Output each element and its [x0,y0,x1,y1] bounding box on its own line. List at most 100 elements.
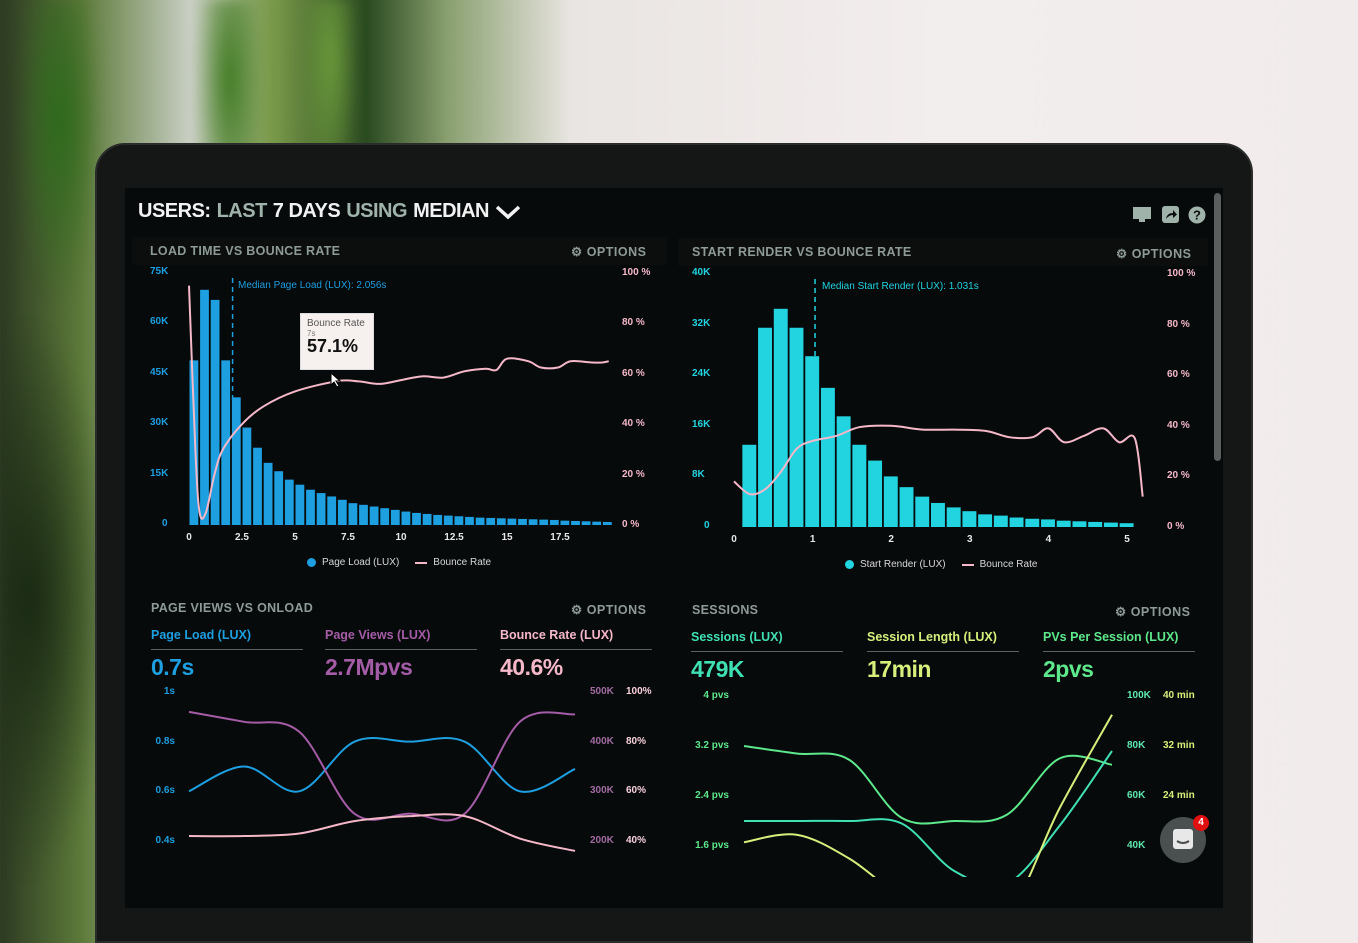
histogram-bar[interactable] [433,514,443,525]
histogram-bar[interactable] [518,518,527,525]
histogram-bar[interactable] [295,484,305,525]
histogram-bar[interactable] [348,503,358,525]
histogram-bar[interactable] [210,299,220,525]
metric-label: Bounce Rate (LUX) [500,628,614,642]
histogram-bar[interactable] [528,519,538,525]
series-line [188,737,576,793]
y2-tick-label: 40 % [1167,419,1190,431]
histogram-bar[interactable] [263,462,273,525]
histogram-bar[interactable] [1041,519,1055,527]
histogram-bar[interactable] [602,521,612,525]
median-label: Median Start Render (LUX): 1.031s [822,281,979,292]
histogram-bar[interactable] [200,289,209,525]
histogram-bar[interactable] [486,517,496,525]
divider [151,649,303,650]
y-tick-label: 0 [704,520,710,531]
histogram-bar[interactable] [359,504,368,525]
y3-tick-label: 40 min [1163,690,1195,701]
histogram-bar[interactable] [284,479,294,525]
histogram-bar[interactable] [253,447,262,525]
help-icon[interactable]: ? [1188,206,1206,224]
histogram-bar[interactable] [539,519,549,525]
y2-tick-label: 100 % [1167,268,1196,279]
legend-label: Start Render (LUX) [860,559,946,570]
histogram-bar[interactable] [231,397,241,525]
histogram-bar[interactable] [412,512,421,525]
histogram-bar[interactable] [242,427,252,525]
options-button[interactable]: ⚙ OPTIONS [1115,604,1190,619]
histogram-bar[interactable] [380,508,390,525]
y2-tick-label: 0 % [622,519,640,530]
histogram-bar[interactable] [868,460,883,527]
histogram-bar[interactable] [946,507,961,527]
page-title[interactable]: USERS: LAST 7 DAYS USING MEDIAN [138,200,521,223]
histogram-bar[interactable] [899,487,914,527]
monitor-icon[interactable] [1132,206,1152,224]
histogram-bar[interactable] [316,493,326,525]
histogram-bar[interactable] [475,517,485,525]
y-tick-label: 4 pvs [703,690,729,701]
histogram-bar[interactable] [274,471,284,525]
histogram-bar[interactable] [1025,518,1040,527]
options-button[interactable]: ⚙ OPTIONS [571,602,646,617]
histogram-bar[interactable] [443,515,453,525]
histogram-bar[interactable] [962,511,977,527]
histogram-bar[interactable] [560,520,570,525]
histogram-bar[interactable] [221,360,231,525]
histogram-bar[interactable] [571,520,580,525]
histogram-bar[interactable] [549,519,559,525]
y2-tick-label: 100 % [622,267,651,278]
y-tick-label: 30K [150,417,169,429]
panel-header [678,238,1208,266]
histogram-bar[interactable] [390,509,400,525]
histogram-bar[interactable] [592,521,602,525]
x-tick-label: 15 [501,532,513,543]
histogram-bar[interactable] [465,516,474,525]
bounce-rate-line [188,285,609,520]
histogram-bar[interactable] [742,444,757,527]
histogram-bar[interactable] [852,444,867,527]
y3-tick-label: 32 min [1163,740,1195,751]
histogram-bar[interactable] [496,518,506,525]
x-tick-label: 1 [809,534,816,545]
histogram-bar[interactable] [773,308,788,527]
gear-icon: ⚙ [1116,247,1132,261]
histogram-bar[interactable] [189,360,199,525]
histogram-bar[interactable] [1056,520,1071,527]
histogram-bar[interactable] [1119,523,1134,527]
histogram-bar[interactable] [1072,521,1087,527]
histogram-bar[interactable] [327,496,337,525]
histogram-bar[interactable] [1103,522,1118,527]
histogram-bar[interactable] [931,502,945,527]
svg-text:?: ? [1193,208,1201,223]
histogram-bar[interactable] [306,489,315,525]
histogram-bar[interactable] [1009,517,1024,527]
histogram-bar[interactable] [978,514,993,527]
options-button[interactable]: ⚙ OPTIONS [1116,246,1191,261]
histogram-bar[interactable] [820,387,835,527]
x-tick-label: 2 [888,534,894,545]
histogram-bar[interactable] [507,518,517,525]
histogram-bar[interactable] [915,496,930,527]
y-tick-label: 8K [692,469,705,481]
histogram-bar[interactable] [993,515,1008,527]
chat-icon [1173,829,1193,849]
histogram-bar[interactable] [883,476,898,527]
histogram-bar[interactable] [369,506,379,525]
histogram-bar[interactable] [454,516,464,525]
histogram-bar[interactable] [422,513,432,525]
histogram-bar[interactable] [758,327,772,527]
histogram-bar[interactable] [836,416,851,527]
chevron-down-icon[interactable] [495,204,521,220]
histogram-bar[interactable] [401,511,411,525]
legend: Start Render (LUX) Bounce Rate [845,559,1037,570]
histogram-bar[interactable] [1088,521,1103,527]
histogram-bar[interactable] [337,499,347,525]
tooltip: Bounce Rate 7s 57.1% [300,313,374,370]
share-icon[interactable] [1162,206,1180,224]
histogram-bar[interactable] [581,521,591,525]
divider [867,651,1019,652]
histogram-bar[interactable] [789,327,804,527]
scrollbar[interactable] [1214,193,1221,461]
options-button[interactable]: ⚙ OPTIONS [571,244,646,259]
